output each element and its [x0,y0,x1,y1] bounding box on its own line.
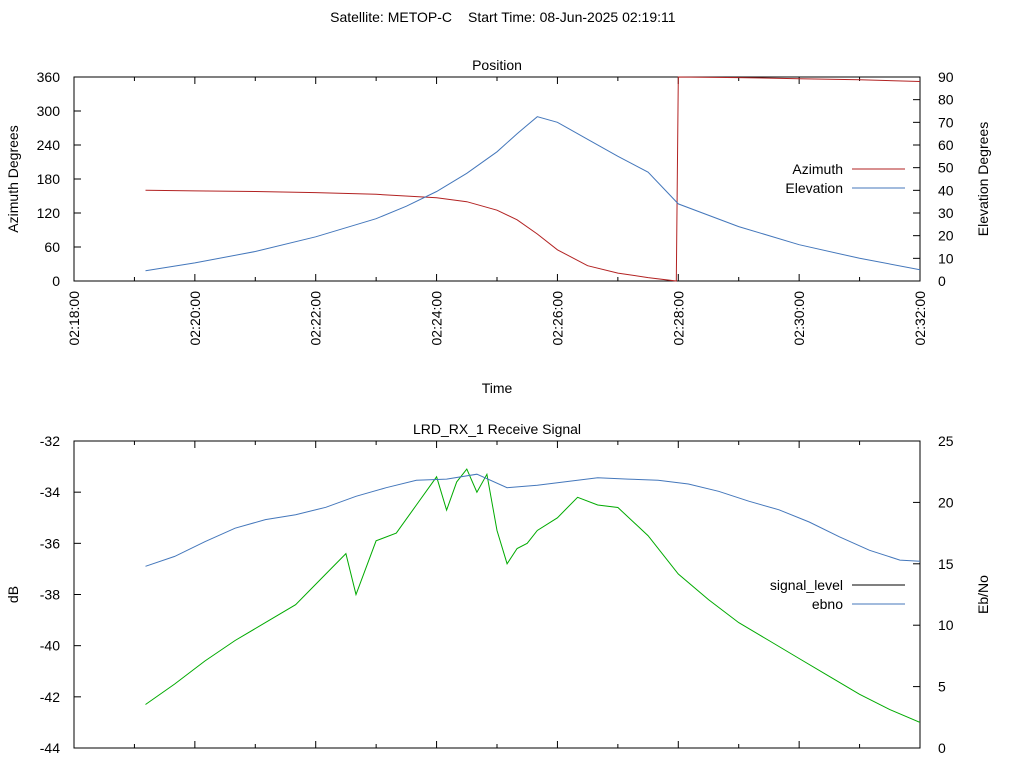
y-tick-label: 240 [37,137,61,153]
header-start-time: Start Time: 08-Jun-2025 02:19:11 [468,9,676,25]
y2-tick-label: 80 [938,92,954,108]
x-axis-label: Time [482,380,513,396]
y2-tick-label: 20 [938,494,954,510]
y-tick-label: -36 [40,535,60,551]
plot-frame [73,76,921,282]
y2-tick-label: 5 [938,679,946,695]
legend-label: ebno [812,596,843,612]
chart-title: LRD_RX_1 Receive Signal [413,421,581,437]
y2-tick-label: 0 [938,740,946,756]
plot-frame [73,440,921,749]
x-tick-label: 02:18:00 [66,291,82,346]
y2-tick-label: 50 [938,160,954,176]
y2-axis-label: Eb/No [975,575,991,614]
y-tick-label: 300 [37,103,61,119]
y-tick-label: 360 [37,69,61,85]
y2-tick-label: 10 [938,250,954,266]
series-line-elevation [145,116,920,272]
y-tick-label: -42 [40,689,60,705]
series-line-ebno [145,473,920,567]
x-tick-label: 02:22:00 [308,291,324,346]
y-tick-label: -44 [40,740,60,756]
y-tick-label: -32 [40,433,60,449]
series-line-signal-level [145,468,920,723]
x-tick-label: 02:28:00 [670,291,686,346]
y2-tick-label: 40 [938,182,954,198]
y2-tick-label: 25 [938,433,954,449]
y-tick-label: 60 [44,239,60,255]
x-tick-label: 02:30:00 [791,291,807,346]
y-axis-label: Azimuth Degrees [5,125,21,232]
y2-tick-label: 15 [938,556,954,572]
y2-tick-label: 0 [938,273,946,289]
y2-axis-label: Elevation Degrees [975,122,991,236]
chart-title: Position [472,57,522,73]
y2-tick-label: 60 [938,137,954,153]
y-tick-label: -34 [40,484,60,500]
x-tick-label: 02:20:00 [187,291,203,346]
x-tick-label: 02:24:00 [429,291,445,346]
legend-label: Elevation [785,180,843,196]
x-tick-label: 02:32:00 [912,291,928,346]
y-tick-label: 180 [37,171,61,187]
legend-label: Azimuth [792,161,843,177]
y-tick-label: -38 [40,587,60,603]
series-line-azimuth [145,76,920,282]
position-chart: Position 02:18:00 02:20:00 02:22:00 02:24:00… [5,57,991,396]
header-satellite: Satellite: METOP-C [330,9,452,25]
legend-label: signal_level [770,577,843,593]
y-tick-label: 120 [37,205,61,221]
y2-tick-label: 70 [938,114,954,130]
y-tick-label: 0 [52,273,60,289]
y-axis-label: dB [5,586,21,603]
y-tick-label: -40 [40,638,60,654]
receive-signal-chart: LRD_RX_1 Receive Signal -44 -42 -40 -38 -36 -3… [5,421,991,756]
y2-tick-label: 10 [938,617,954,633]
y2-tick-label: 30 [938,205,954,221]
y2-tick-label: 20 [938,228,954,244]
x-tick-label: 02:26:00 [549,291,565,346]
y2-tick-label: 90 [938,69,954,85]
